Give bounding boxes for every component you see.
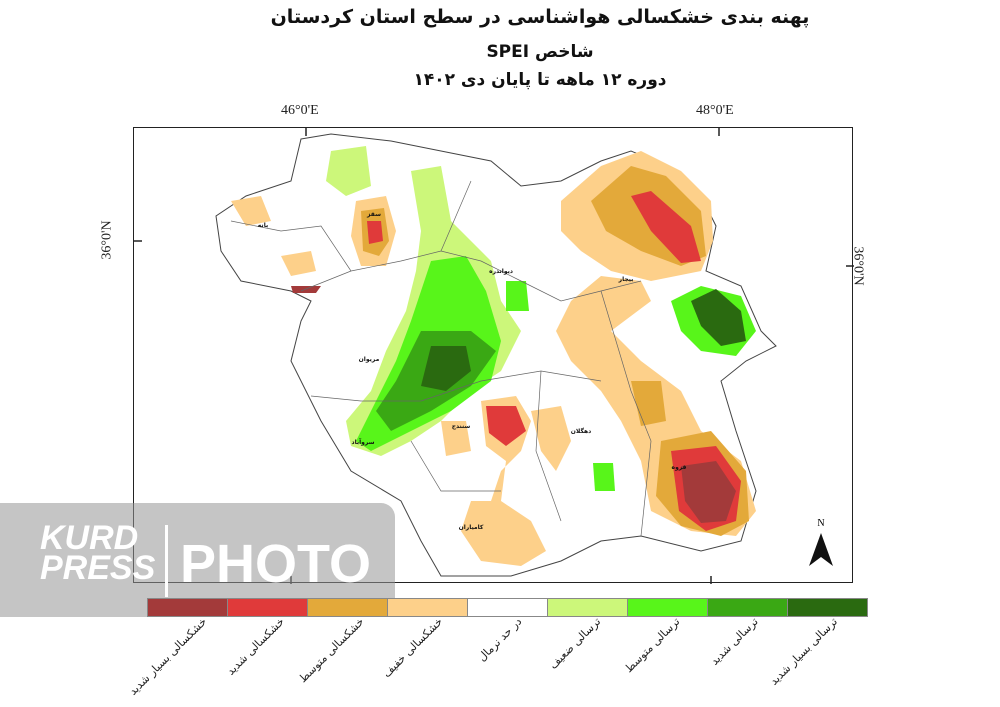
city-label: بیجار <box>618 276 634 283</box>
legend-swatch <box>468 599 548 616</box>
city-label: سقز <box>366 211 381 218</box>
city-label: دهگلان <box>571 427 591 435</box>
legend-swatch <box>308 599 388 616</box>
map-frame: سقز بانه دیواندره بیجار مریوان سنندج سرو… <box>133 127 854 584</box>
drought-zones <box>231 146 756 566</box>
city-label: کامیاران <box>459 524 484 531</box>
lon-label-46: 46°0'E <box>281 103 319 118</box>
legend-swatch <box>708 599 788 616</box>
lon-label-48: 48°0'E <box>696 103 734 118</box>
legend-label: ترسالی شدید <box>708 615 762 668</box>
watermark-word: PHOTO <box>180 534 372 594</box>
north-arrow-icon: N <box>809 518 833 566</box>
watermark-brand: KURD PRESS <box>40 519 156 587</box>
map-subtitle: شاخص SPEI <box>486 42 594 62</box>
legend-label: ترسالی متوسط <box>621 615 683 676</box>
legend-swatch <box>388 599 468 616</box>
city-label: سروآباد <box>351 437 374 446</box>
legend-label: در حد نرمال <box>475 615 525 664</box>
svg-text:N: N <box>817 518 824 529</box>
city-label: بانه <box>258 222 268 229</box>
map-period: دوره ۱۲ ماهه تا پایان دی ۱۴۰۲ <box>413 70 667 90</box>
city-label: مریوان <box>359 356 380 363</box>
map-title: پهنه بندی خشکسالی هواشناسی در سطح استان … <box>270 6 810 28</box>
legend <box>147 598 868 617</box>
legend-label: خشکسالی شدید <box>224 615 288 678</box>
legend-label: ترسالی بسیار شدید <box>767 615 841 688</box>
legend-swatch <box>788 599 867 616</box>
city-label: سنندج <box>452 423 471 430</box>
city-label: قروه <box>672 464 687 471</box>
legend-swatch <box>228 599 308 616</box>
legend-label: خشکسالی بسیار شدید <box>126 615 210 698</box>
lat-label-left: 36°0'N <box>99 220 115 260</box>
legend-swatch <box>148 599 228 616</box>
drought-map: سقز بانه دیواندره بیجار مریوان سنندج سرو… <box>134 128 854 584</box>
county-borders <box>230 180 652 537</box>
city-label: دیواندره <box>489 268 513 275</box>
legend-label: خشکسالی خفیف <box>380 615 446 681</box>
legend-swatch <box>628 599 708 616</box>
legend-label: خشکسالی متوسط <box>295 615 367 686</box>
legend-swatch <box>548 599 628 616</box>
legend-label: ترسالی ضعیف <box>546 615 604 672</box>
